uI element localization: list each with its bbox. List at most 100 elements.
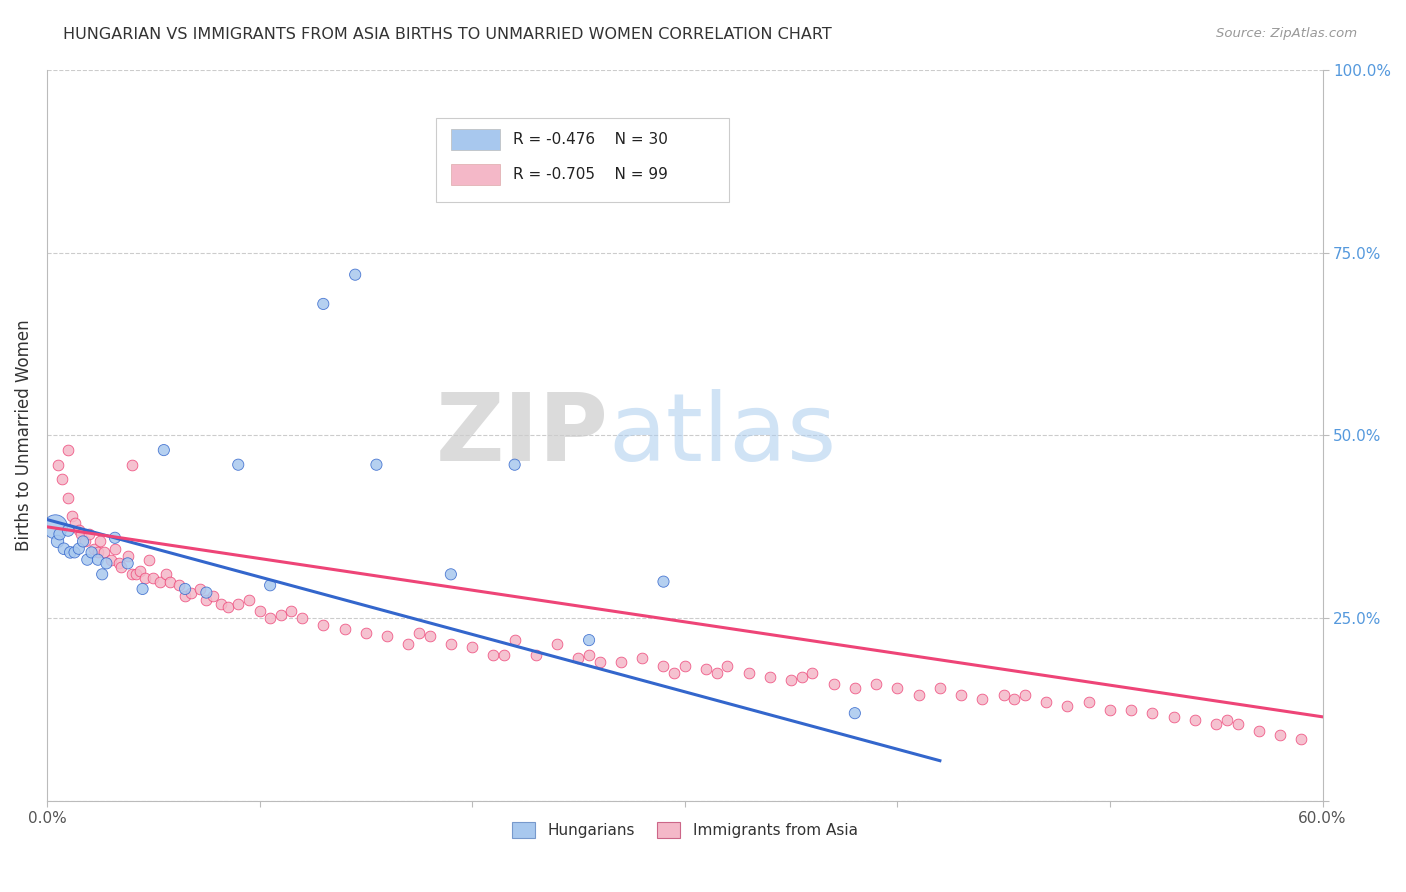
Point (950, 688, 973, 702)
Point (524, 648, 547, 662)
Point (662, 665, 685, 680)
Point (155, 567, 177, 582)
Point (1205, 717, 1227, 731)
Point (1098, 702, 1121, 716)
Point (631, 651, 654, 665)
Point (249, 604, 271, 618)
Point (174, 589, 197, 603)
Text: HUNGARIAN VS IMMIGRANTS FROM ASIA BIRTHS TO UNMARRIED WOMEN CORRELATION CHART: HUNGARIAN VS IMMIGRANTS FROM ASIA BIRTHS… (63, 27, 832, 42)
Point (48, 527, 70, 541)
Point (153, 443, 176, 458)
Point (1216, 714, 1239, 728)
Point (138, 552, 160, 566)
Point (1014, 688, 1036, 702)
Point (121, 567, 143, 582)
Point (238, 593, 260, 607)
Point (503, 458, 526, 472)
Point (63, 516, 86, 531)
Point (589, 655, 612, 669)
Point (46, 534, 69, 549)
Point (117, 557, 139, 571)
Point (63, 545, 86, 559)
Point (60, 508, 83, 523)
Point (652, 574, 675, 589)
Point (59, 545, 82, 559)
Point (1077, 695, 1099, 709)
Point (716, 658, 738, 673)
Point (93, 545, 115, 559)
Text: Source: ZipAtlas.com: Source: ZipAtlas.com (1216, 27, 1357, 40)
Point (344, 268, 367, 282)
Point (56, 443, 79, 458)
Text: ZIP: ZIP (436, 390, 609, 482)
Point (546, 637, 568, 651)
Point (56, 491, 79, 505)
Point (142, 571, 165, 585)
Point (419, 630, 441, 644)
Text: atlas: atlas (609, 390, 837, 482)
Point (354, 625, 377, 640)
Point (217, 600, 239, 615)
Point (117, 549, 139, 563)
Point (259, 578, 281, 592)
Point (110, 560, 132, 574)
FancyBboxPatch shape (451, 129, 499, 150)
Point (1035, 695, 1057, 709)
Point (1226, 717, 1249, 731)
Point (567, 651, 589, 665)
Point (312, 297, 335, 311)
Point (91, 567, 114, 582)
Text: R = -0.476    N = 30: R = -0.476 N = 30 (513, 132, 668, 147)
Point (1268, 728, 1291, 742)
Point (408, 625, 430, 640)
Point (844, 706, 866, 721)
Point (226, 458, 249, 472)
Point (70, 527, 93, 541)
Point (492, 648, 515, 662)
Point (44, 520, 66, 534)
Point (180, 585, 202, 599)
Point (503, 633, 526, 648)
Point (482, 648, 505, 662)
Point (46, 458, 69, 472)
Point (1121, 702, 1143, 716)
Point (440, 567, 463, 582)
Point (375, 630, 398, 644)
Point (333, 622, 356, 636)
Point (75, 534, 97, 549)
Point (780, 673, 803, 688)
Point (790, 670, 813, 684)
Point (167, 578, 190, 592)
Point (100, 552, 122, 566)
Point (159, 574, 181, 589)
Point (1184, 714, 1206, 728)
Point (80, 545, 103, 559)
Point (993, 688, 1015, 702)
Point (104, 531, 127, 545)
Point (366, 458, 388, 472)
Point (1056, 698, 1078, 713)
Point (67, 541, 90, 556)
Point (706, 665, 728, 680)
Point (83, 541, 105, 556)
Y-axis label: Births to Unmarried Women: Births to Unmarried Women (15, 319, 32, 551)
Point (87, 552, 110, 566)
Point (1247, 724, 1270, 739)
Point (610, 655, 633, 669)
Point (72, 534, 94, 549)
Legend: Hungarians, Immigrants from Asia: Hungarians, Immigrants from Asia (506, 816, 863, 845)
Point (758, 670, 780, 684)
Point (134, 571, 156, 585)
Point (1002, 691, 1025, 706)
Point (578, 648, 600, 662)
Point (174, 582, 197, 596)
Point (312, 618, 335, 632)
Point (87, 545, 110, 559)
Point (928, 681, 950, 695)
Point (148, 574, 170, 589)
FancyBboxPatch shape (436, 118, 730, 202)
Point (89, 534, 111, 549)
Point (291, 611, 314, 625)
Point (259, 611, 281, 625)
Point (1163, 710, 1185, 724)
